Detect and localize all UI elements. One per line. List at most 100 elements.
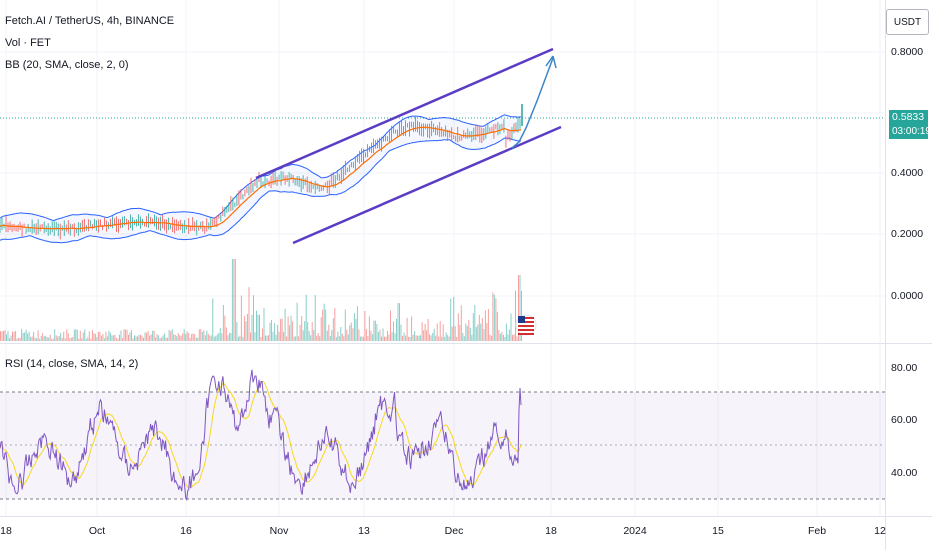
volume-bar — [486, 323, 488, 341]
volume-bar — [231, 259, 233, 341]
volume-bar — [224, 315, 226, 341]
volume-bar — [301, 316, 303, 341]
volume-bar — [153, 330, 155, 341]
volume-bar — [140, 334, 141, 341]
volume-bar — [58, 336, 60, 341]
volume-bar — [3, 331, 4, 341]
volume-bar — [158, 335, 160, 341]
volume-bar — [313, 330, 315, 341]
volume-bar — [182, 333, 184, 341]
us-flag-canton — [518, 316, 525, 323]
volume-bar — [275, 334, 277, 341]
volume-bar — [394, 333, 396, 341]
volume-bar — [234, 259, 236, 341]
volume-bar — [25, 329, 27, 341]
bollinger-bands-label[interactable]: BB (20, SMA, close, 2, 0) — [5, 59, 129, 71]
volume-bar — [70, 337, 72, 341]
volume-bar — [34, 337, 36, 341]
volume-bar — [209, 335, 211, 341]
volume-bar — [499, 333, 501, 341]
volume-bar — [106, 336, 108, 341]
volume-bar — [492, 292, 494, 341]
volume-bar — [85, 339, 87, 341]
volume-bar — [179, 335, 181, 341]
volume-bar — [82, 332, 84, 341]
volume-bar — [122, 338, 123, 341]
volume-bar — [126, 329, 128, 341]
volume-bar — [198, 329, 200, 341]
volume-bar — [284, 308, 286, 341]
time-label-nov-13: 13 — [358, 525, 370, 537]
volume-bar — [63, 331, 65, 341]
volume-bar — [55, 335, 57, 341]
volume-bar — [373, 320, 375, 341]
volume-bar — [67, 333, 69, 341]
volume-bar — [393, 321, 394, 341]
currency-button[interactable]: USDT — [886, 9, 929, 35]
volume-bar — [19, 337, 21, 341]
volume-bar — [162, 335, 164, 341]
volume-bar — [210, 335, 212, 341]
volume-bar — [409, 336, 411, 341]
volume-bar — [350, 322, 352, 341]
volume-bar — [237, 336, 239, 341]
volume-bar — [152, 330, 154, 341]
volume-bar — [325, 309, 327, 341]
volume-bar — [277, 324, 279, 341]
volume-bar — [257, 314, 259, 341]
volume-bar — [72, 337, 74, 341]
volume-bar — [346, 329, 348, 341]
volume-bar — [400, 324, 402, 341]
volume-bar — [396, 319, 397, 341]
volume-bar — [358, 329, 360, 341]
volume-bar — [213, 336, 215, 341]
volume-bar — [382, 328, 384, 341]
volume-bar — [31, 336, 33, 341]
volume-bar — [75, 329, 77, 341]
volume-bar — [280, 318, 282, 341]
symbol-title[interactable]: Fetch.AI / TetherUS, 4h, BINANCE — [5, 15, 175, 27]
volume-bar — [222, 305, 224, 341]
volume-bar — [510, 313, 512, 341]
volume-bar — [185, 333, 187, 341]
volume-bar — [233, 259, 235, 341]
rsi-indicator-label[interactable]: RSI (14, close, SMA, 14, 2) — [5, 358, 139, 370]
volume-bar — [114, 334, 116, 341]
volume-bar — [0, 331, 1, 341]
volume-bar — [477, 324, 479, 341]
volume-bar — [189, 337, 191, 341]
volume-bar — [337, 331, 339, 341]
volume-bar — [421, 322, 423, 341]
volume-bar — [1, 331, 3, 341]
volume-bar — [4, 330, 6, 341]
volume-bar — [115, 337, 117, 341]
volume-bar — [355, 318, 357, 341]
volume-bar — [403, 332, 405, 341]
volume-bar — [347, 334, 349, 341]
volume-indicator-label[interactable]: Vol · FET — [5, 37, 51, 49]
volume-bar — [52, 338, 54, 341]
volume-bar — [102, 334, 104, 341]
time-label-dec-18: 18 — [545, 525, 557, 537]
volume-bar — [245, 321, 247, 341]
volume-bar — [376, 324, 378, 341]
volume-bar — [361, 336, 363, 341]
rsi-label-40: 40.00 — [891, 467, 918, 479]
volume-bar — [111, 335, 113, 341]
volume-bar — [356, 306, 358, 341]
volume-bar — [259, 314, 260, 341]
volume-bar — [100, 335, 102, 341]
volume-bar — [466, 325, 468, 341]
volume-bar — [40, 335, 42, 341]
volume-bar — [420, 335, 422, 341]
volume-bar — [97, 331, 99, 341]
volume-bar — [402, 335, 403, 341]
volume-bar — [266, 335, 268, 341]
volume-bar — [45, 335, 47, 341]
volume-bar — [253, 295, 254, 341]
volume-bar — [465, 323, 467, 341]
volume-bar — [150, 334, 152, 341]
volume-bar — [18, 337, 20, 341]
volume-bar — [61, 337, 63, 341]
